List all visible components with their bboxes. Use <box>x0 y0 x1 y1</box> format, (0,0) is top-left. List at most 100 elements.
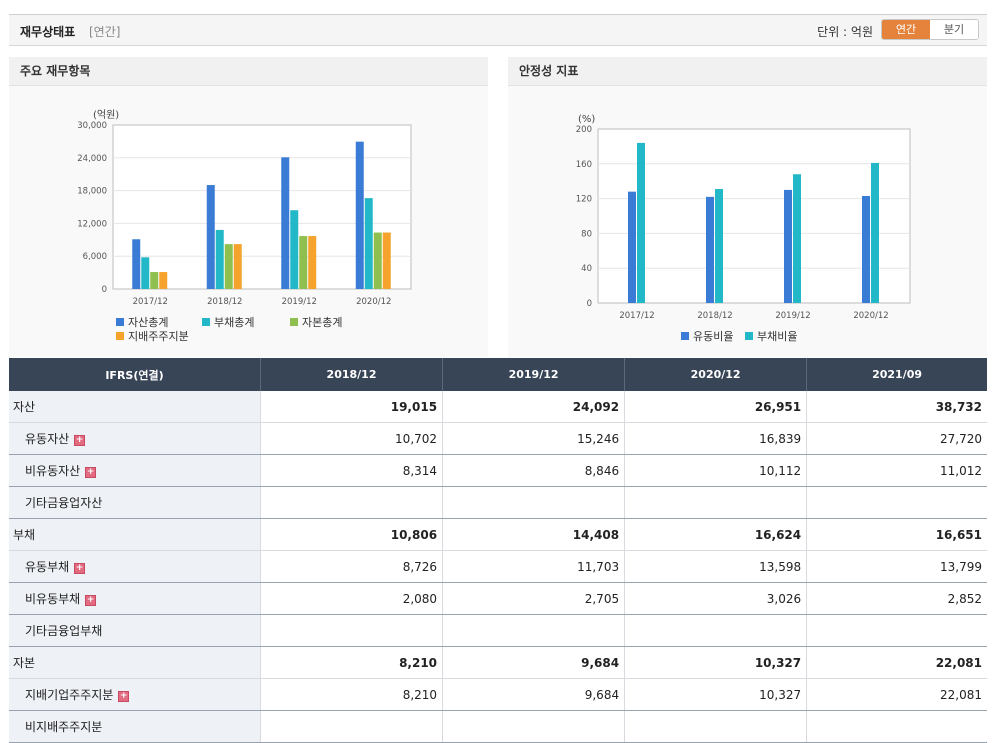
x-tick-label: 2018/12 <box>207 297 242 307</box>
bar <box>299 236 308 289</box>
y-tick-label: 0 <box>102 285 107 295</box>
bar <box>281 157 290 289</box>
panel-title: 안정성 지표 <box>508 57 987 86</box>
y-tick-label: 30,000 <box>77 121 107 131</box>
y-tick-label: 18,000 <box>77 187 107 197</box>
x-tick-label: 2020/12 <box>356 297 391 307</box>
row-label: 지배기업주주지분 + <box>9 678 261 711</box>
cell: 10,327 <box>624 678 807 711</box>
legend-label: 자본총계 <box>302 316 342 329</box>
table-row: 유동부채 + 8,726 11,703 13,598 13,799 <box>9 550 987 583</box>
bar <box>364 198 373 289</box>
table-header-row: IFRS(연결) 2018/12 2019/12 2020/12 2021/09 <box>9 358 987 391</box>
cell: 22,081 <box>806 678 987 711</box>
legend-swatch <box>745 332 753 340</box>
column-header: 2018/12 <box>259 358 443 391</box>
bar <box>355 141 364 289</box>
cell: 8,210 <box>259 646 443 679</box>
cell: 9,684 <box>442 678 625 711</box>
table-row: 비유동부채 + 2,080 2,705 3,026 2,852 <box>9 582 987 615</box>
cell: 19,015 <box>259 391 443 423</box>
table-row: 유동자산 + 10,702 15,246 16,839 27,720 <box>9 422 987 455</box>
panel-title: 주요 재무항목 <box>9 57 488 86</box>
y-tick-label: 0 <box>587 299 592 309</box>
bar <box>308 236 317 289</box>
annual-tab[interactable]: 연간 <box>882 20 930 39</box>
cell: 27,720 <box>806 422 987 455</box>
legend-label: 지배주주지분 <box>128 330 189 343</box>
expand-icon[interactable]: + <box>74 563 86 574</box>
cell: 2,705 <box>442 582 625 615</box>
cell: 38,732 <box>806 391 987 423</box>
bar <box>141 257 150 289</box>
y-tick-label: 40 <box>581 264 592 274</box>
cell <box>624 486 807 519</box>
legend-swatch <box>116 332 124 340</box>
y-tick-label: 160 <box>576 160 592 170</box>
stability-panel: 안정성 지표 (%) 200 160 120 80 40 0 2017/12 2018/12 20… <box>508 57 987 357</box>
row-label-text: 지배기업주주지분 <box>25 688 114 702</box>
cell <box>806 614 987 647</box>
cell <box>806 486 987 519</box>
cell: 3,026 <box>624 582 807 615</box>
row-label: 비유동자산 + <box>9 454 261 487</box>
cell <box>259 614 443 647</box>
cell <box>624 614 807 647</box>
cell: 11,703 <box>442 550 625 583</box>
cell: 15,246 <box>442 422 625 455</box>
column-header: 2019/12 <box>442 358 625 391</box>
cell: 16,624 <box>624 518 807 551</box>
bar <box>637 142 645 303</box>
legend-label: 자산총계 <box>128 316 168 329</box>
row-label-text: 비유동자산 <box>25 464 81 478</box>
period-toggle: 연간 분기 <box>881 19 979 40</box>
row-label-text: 비유동부채 <box>25 592 81 606</box>
x-tick-label: 2019/12 <box>775 311 810 321</box>
row-label: 비지배주주지분 <box>9 710 261 743</box>
expand-icon[interactable]: + <box>118 691 130 702</box>
bar <box>862 195 870 303</box>
column-header: 2020/12 <box>624 358 807 391</box>
cell: 8,210 <box>259 678 443 711</box>
legend-swatch <box>681 332 689 340</box>
cell: 13,799 <box>806 550 987 583</box>
cell: 10,112 <box>624 454 807 487</box>
table-row: 자본 8,210 9,684 10,327 22,081 <box>9 646 987 679</box>
row-label-text: 유동부채 <box>25 560 70 574</box>
expand-icon[interactable]: + <box>85 595 97 606</box>
y-tick-label: 120 <box>576 195 592 205</box>
section-subtitle: [연간] <box>89 25 121 39</box>
table-row: 기타금융업부채 <box>9 614 987 647</box>
bar <box>628 191 636 303</box>
legend-swatch <box>290 318 298 326</box>
section-header: 재무상태표 [연간] 단위 : 억원 연간 분기 <box>9 14 987 46</box>
legend-label: 유동비율 <box>693 330 733 343</box>
row-label: 비유동부채 + <box>9 582 261 615</box>
x-tick-label: 2018/12 <box>697 311 732 321</box>
expand-icon[interactable]: + <box>85 467 97 478</box>
table-row: 기타금융업자산 <box>9 486 987 519</box>
cell <box>624 710 807 743</box>
cell: 8,846 <box>442 454 625 487</box>
row-label: 부채 <box>9 518 261 551</box>
bar <box>233 244 242 289</box>
cell: 2,852 <box>806 582 987 615</box>
row-label: 자산 <box>9 391 261 423</box>
y-tick-label: 24,000 <box>77 154 107 164</box>
quarter-tab[interactable]: 분기 <box>930 20 978 39</box>
cell: 16,651 <box>806 518 987 551</box>
cell: 2,080 <box>259 582 443 615</box>
bar <box>871 162 879 303</box>
bar <box>159 272 168 289</box>
table-row: 비유동자산 + 8,314 8,846 10,112 11,012 <box>9 454 987 487</box>
legend-swatch <box>202 318 210 326</box>
cell: 16,839 <box>624 422 807 455</box>
bar <box>132 239 141 289</box>
row-label: 유동자산 + <box>9 422 261 455</box>
cell <box>442 614 625 647</box>
expand-icon[interactable]: + <box>74 435 86 446</box>
column-header: 2021/09 <box>806 358 987 391</box>
bar <box>373 232 382 289</box>
bar <box>206 185 215 289</box>
legend-swatch <box>116 318 124 326</box>
